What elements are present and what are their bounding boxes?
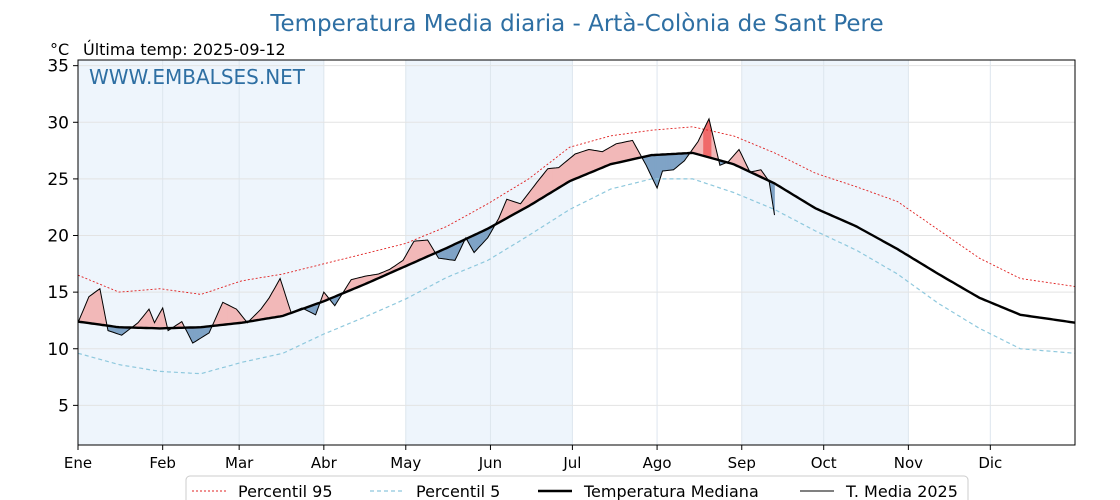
anomaly-fill xyxy=(421,239,426,260)
anomaly-fill xyxy=(662,154,666,172)
anomaly-fill xyxy=(451,243,456,261)
anomaly-fill xyxy=(563,160,568,186)
anomaly-fill xyxy=(195,327,199,342)
legend: Percentil 95 Percentil 5 Temperatura Media… xyxy=(185,475,969,500)
anomaly-fill xyxy=(424,239,428,259)
anomaly-fill xyxy=(416,240,420,262)
anomaly-fill xyxy=(607,146,611,166)
x-tick-label: Oct xyxy=(811,454,837,472)
anomaly-fill xyxy=(227,304,232,325)
anomaly-fill xyxy=(233,307,237,324)
anomaly-fill xyxy=(585,149,590,175)
anomaly-fill xyxy=(591,149,595,173)
median-line xyxy=(77,151,1076,330)
anomaly-fill xyxy=(506,198,510,219)
anomaly-fill xyxy=(569,155,573,182)
anomaly-fill xyxy=(555,167,560,190)
x-tick-label: Mar xyxy=(225,454,254,472)
percentil-5-line xyxy=(77,178,1076,375)
anomaly-fill xyxy=(626,140,631,161)
anomaly-fill xyxy=(94,290,98,325)
anomaly-fill xyxy=(621,141,625,163)
anomaly-fill xyxy=(618,142,622,163)
last-update-label: Última temp: 2025-09-12 xyxy=(83,40,286,59)
anomaly-fill xyxy=(613,143,617,164)
anomaly-fill xyxy=(566,157,570,184)
anomaly-fill xyxy=(574,152,579,180)
anomaly-fill xyxy=(230,305,234,325)
x-tick-label: Nov xyxy=(894,454,923,472)
x-tick-label: Dic xyxy=(978,454,1002,472)
anomaly-fill xyxy=(550,167,554,194)
anomaly-fill xyxy=(572,153,576,181)
season-band xyxy=(78,60,324,445)
anomaly-fill xyxy=(599,150,603,170)
percentil-95-line xyxy=(77,126,1076,295)
x-tick-label: Ago xyxy=(643,454,672,472)
y-axis: 5 10 15 20 25 30 35 xyxy=(47,57,78,416)
grid-lines xyxy=(77,60,1075,445)
anomaly-fill xyxy=(91,292,95,325)
y-tick-label: 25 xyxy=(47,170,69,190)
anomaly-fill xyxy=(558,164,562,189)
y-tick-label: 10 xyxy=(47,340,69,360)
watermark: WWW.EMBALSES.NET xyxy=(89,65,306,89)
legend-label-year: T. Media 2025 xyxy=(845,482,958,500)
anomaly-fill xyxy=(624,141,628,162)
anomaly-fill xyxy=(629,140,633,161)
x-tick-label: May xyxy=(390,454,421,472)
anomaly-fill xyxy=(667,153,672,171)
anomaly-fill xyxy=(583,149,587,176)
legend-label-p5: Percentil 5 xyxy=(416,482,500,500)
season-band xyxy=(741,60,909,445)
anomaly-fill xyxy=(577,151,581,179)
anomaly-fill xyxy=(602,149,606,169)
x-tick-label: Ene xyxy=(64,454,92,472)
anomaly-fill xyxy=(580,150,584,178)
anomaly-fill xyxy=(544,167,549,197)
anomaly-fill xyxy=(277,277,281,318)
x-tick-label: Sep xyxy=(728,454,756,472)
legend-label-median: Temperatura Mediana xyxy=(583,482,759,500)
anomaly-fill xyxy=(593,150,598,172)
anomaly-fill xyxy=(670,153,674,171)
anomaly-fill xyxy=(413,240,418,263)
anomaly-fill xyxy=(542,171,546,199)
y-tick-label: 30 xyxy=(47,113,69,133)
anomaly-fill xyxy=(88,294,92,324)
series-lines xyxy=(77,117,1076,375)
x-tick-label: Abr xyxy=(311,454,338,472)
anomaly-fill xyxy=(222,301,226,326)
anomaly-fill xyxy=(664,153,669,172)
anomaly-fill xyxy=(419,240,423,261)
legend-label-p95: Percentil 95 xyxy=(238,482,333,500)
anomaly-fill xyxy=(96,288,101,325)
y-tick-label: 35 xyxy=(47,57,69,77)
anomaly-fill xyxy=(192,327,196,344)
anomaly-fill xyxy=(615,142,620,164)
plot-frame xyxy=(77,59,1076,446)
y-tick-label: 15 xyxy=(47,283,69,303)
anomaly-fill xyxy=(547,168,551,195)
anomaly-fill xyxy=(552,167,557,192)
chart-title: Temperatura Media diaria - Artà-Colònia … xyxy=(269,11,883,37)
anomaly-fill xyxy=(604,148,609,167)
unit-label: °C xyxy=(50,40,69,59)
anomaly-fill xyxy=(596,150,601,171)
x-axis: Ene Feb Mar Abr May Jun Jul Ago Sep Oct Nov Dic xyxy=(64,445,1002,472)
anomaly-fill xyxy=(610,144,614,165)
y-tick-label: 5 xyxy=(58,396,69,416)
anomaly-fill xyxy=(561,162,565,187)
year-2025-line xyxy=(77,117,775,344)
y-tick-label: 20 xyxy=(47,227,69,247)
x-tick-label: Jul xyxy=(562,454,581,472)
anomaly-fill xyxy=(588,149,592,174)
x-tick-label: Jun xyxy=(478,454,502,472)
anomaly-fill xyxy=(225,303,229,325)
x-tick-label: Feb xyxy=(149,454,176,472)
legend-box xyxy=(185,475,969,500)
month-bands xyxy=(78,60,909,445)
